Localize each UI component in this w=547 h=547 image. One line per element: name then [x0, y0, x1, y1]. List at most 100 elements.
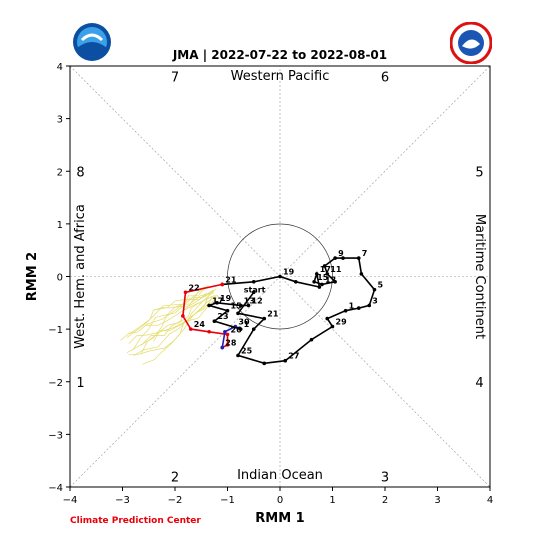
- x-tick-label: −2: [168, 495, 183, 506]
- ensemble-member-line: [142, 295, 219, 365]
- region-label-left: West. Hem. and Africa: [73, 204, 88, 349]
- trajectory-point: [251, 279, 256, 284]
- trajectory-point: [341, 256, 345, 260]
- date-label: 29: [336, 317, 348, 326]
- x-tick-label: −1: [220, 495, 235, 506]
- trajectory-point: [246, 303, 251, 308]
- trajectory-point: [188, 327, 193, 331]
- phase-number-label: 2: [171, 470, 179, 485]
- trajectory-point: [207, 329, 211, 334]
- y-tick-label: −2: [48, 378, 63, 389]
- x-tick-label: −3: [115, 495, 130, 506]
- trajectory-point: [238, 303, 243, 308]
- y-axis-label: RMM 2: [25, 252, 40, 301]
- ensemble-member-line: [120, 288, 217, 341]
- trajectory-point: [225, 308, 230, 313]
- trajectory-point: [356, 256, 361, 260]
- trajectory-point: [238, 327, 243, 331]
- y-tick-label: 2: [57, 167, 63, 178]
- trajectory-point: [236, 353, 240, 358]
- trajectory-point: [372, 287, 377, 292]
- trajectory-point: [236, 311, 240, 316]
- date-label: 25: [241, 346, 253, 355]
- trajectory-point: [314, 272, 319, 276]
- chart-text: 2125272913579111315171921222426283023151…: [73, 69, 487, 485]
- phase-number-label: 3: [381, 470, 389, 485]
- trajectory-point: [283, 358, 288, 363]
- date-label: 13: [325, 275, 336, 284]
- trajectory-point: [251, 290, 256, 295]
- trajectory-point: [212, 319, 217, 324]
- date-label: 1: [349, 302, 355, 311]
- noaa-logo: [72, 22, 112, 62]
- phase-number-label: 6: [381, 71, 389, 86]
- date-label: 11: [330, 265, 342, 274]
- y-tick-label: −3: [48, 430, 63, 441]
- ensemble-member-line: [141, 290, 215, 346]
- trajectory-point: [207, 303, 211, 308]
- trajectory-point: [223, 329, 227, 334]
- trajectory-point: [262, 361, 267, 366]
- date-label: 27: [288, 352, 299, 361]
- national-weather-service-logo: [449, 21, 493, 65]
- trajectory-point: [220, 345, 225, 350]
- mjo-trajectory: [181, 256, 377, 366]
- trajectory-point: [367, 303, 372, 308]
- date-label: 23: [217, 312, 228, 321]
- date-label: 17: [320, 265, 331, 274]
- trajectory-point: [309, 337, 314, 342]
- region-label-bottom: Indian Ocean: [237, 468, 323, 483]
- date-label: 22: [189, 283, 200, 292]
- trajectory-point: [251, 327, 256, 331]
- date-label: 13: [244, 296, 255, 305]
- phase-number-label: 1: [76, 376, 84, 391]
- phase-number-label: 8: [76, 165, 84, 180]
- trajectory-point: [359, 272, 364, 276]
- trajectory-point: [225, 332, 230, 337]
- date-label: 9: [338, 249, 344, 258]
- x-tick-label: 0: [277, 495, 283, 506]
- x-tick-label: 4: [487, 495, 493, 506]
- phase-number-label: 5: [475, 165, 483, 180]
- region-label-right: Maritime Continent: [472, 214, 487, 339]
- date-label: 21: [267, 310, 279, 319]
- ensemble-member-line: [128, 294, 216, 344]
- date-label: 15: [317, 273, 329, 282]
- date-label: 3: [372, 296, 378, 305]
- trajectory-point: [333, 256, 337, 260]
- trajectory-point: [333, 279, 337, 284]
- date-label: 19: [220, 294, 232, 303]
- trajectory-point: [322, 264, 327, 268]
- trajectory-point: [330, 324, 335, 329]
- ensemble-member-line: [126, 292, 214, 338]
- date-label: 17: [212, 296, 223, 305]
- date-label: 26: [231, 325, 243, 334]
- phase-number-label: 7: [171, 71, 179, 86]
- x-tick-label: −4: [63, 495, 78, 506]
- ensemble-member-line: [133, 294, 218, 356]
- start-label: start: [244, 285, 266, 294]
- credit-label: Climate Prediction Center: [70, 516, 201, 526]
- y-tick-label: 1: [57, 220, 63, 231]
- trajectory-point: [262, 316, 267, 321]
- trajectory-point: [325, 316, 330, 321]
- ensemble-spread-lines: [120, 285, 219, 365]
- y-tick-label: 3: [57, 115, 63, 126]
- trajectory-point: [317, 285, 322, 289]
- x-tick-label: 2: [382, 495, 388, 506]
- phase-number-label: 4: [475, 376, 483, 391]
- x-tick-label: 1: [329, 495, 335, 506]
- trajectory-point: [220, 282, 225, 287]
- trajectory-point: [278, 274, 282, 279]
- date-label: 1: [244, 320, 250, 329]
- trajectory-point: [181, 314, 185, 318]
- ensemble-member-line: [126, 285, 216, 354]
- trajectory-point: [356, 306, 361, 310]
- trajectory-point: [325, 272, 330, 276]
- y-tick-label: −1: [48, 325, 63, 336]
- trajectory-point: [293, 279, 298, 284]
- date-label: 15: [231, 302, 243, 311]
- region-label-top: Western Pacific: [231, 69, 330, 84]
